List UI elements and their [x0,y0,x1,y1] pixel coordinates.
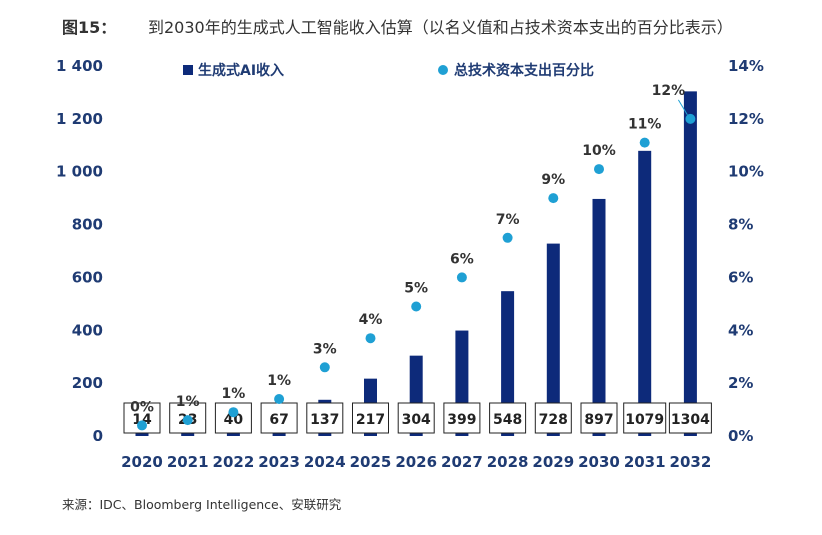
percent-dot [639,137,650,148]
bar-value-label: 1304 [671,412,710,428]
value-label-box [214,402,252,434]
percent-label: 3% [313,341,337,357]
percent-dot [548,193,559,204]
percent-dot [228,407,239,418]
value-label-box [260,402,298,434]
x-tick-label: 2023 [258,453,300,471]
legend-dot-swatch [438,65,448,75]
x-tick-label: 2032 [670,453,712,471]
value-label-box [306,402,344,434]
bar-value-label: 399 [447,412,476,428]
left-tick-label: 400 [72,321,103,339]
value-label-boxes: 1423406713721730439954872889710791304 [123,402,712,434]
chart-title: 到2030年的生成式人工智能收入估算（以名义值和占技术资本支出的百分比表示） [148,18,733,37]
value-label-box [580,402,618,434]
percent-label: 1% [176,394,200,410]
bar [135,432,149,436]
percent-label: 10% [582,143,616,159]
x-axis: 2020 2021 2022 2023 2024 2025 2026 2027 2028 2029… [121,453,711,471]
right-tick-label: 6% [728,268,753,286]
right-tick-label: 14% [728,57,764,75]
left-tick-label: 1 000 [56,163,103,181]
bar-value-label: 217 [356,412,385,428]
legend-bar-swatch [183,65,193,75]
x-tick-label: 2030 [578,453,620,471]
left-tick-label: 600 [72,268,103,286]
bar-value-label: 40 [224,412,244,428]
left-tick-label: 1 200 [56,110,103,128]
percent-dot [594,164,604,175]
bar [592,198,606,436]
left-tick-label: 200 [72,374,103,392]
leader-line [677,99,688,116]
percent-dot [502,232,513,243]
x-tick-label: 2031 [624,453,666,471]
value-label-box [668,402,712,434]
right-tick-label: 2% [728,374,753,392]
percent-dot [319,362,330,373]
percent-series: 0% 1% 1% 1% 3% 4% 5% 6% 7% 9% 10% 11% 12% [130,83,696,431]
value-label-box [623,402,667,434]
x-tick-label: 2020 [121,453,163,471]
bar-value-label: 304 [402,412,431,428]
percent-label: 1% [267,373,291,389]
percent-label: 4% [359,312,383,328]
percent-label: 11% [628,117,662,133]
value-label-box [443,402,481,434]
bar-value-label: 728 [539,412,568,428]
bar-value-label: 548 [493,412,522,428]
bar-value-label: 897 [584,412,613,428]
percent-label: 7% [496,212,520,228]
bar [501,291,515,436]
percent-label: 1% [222,386,246,402]
legend-bar-label: 生成式AI收入 [198,62,284,79]
bar [546,243,560,436]
percent-dot [274,394,285,404]
bar-value-label: 67 [269,412,288,428]
x-tick-label: 2027 [441,453,483,471]
percent-dot [365,333,376,344]
value-label-box [397,402,435,434]
x-tick-label: 2029 [532,453,574,471]
right-tick-label: 4% [728,321,753,339]
right-tick-label: 12% [728,110,764,128]
percent-label: 0% [130,399,154,415]
value-label-box [489,402,527,434]
percent-label: 9% [541,172,565,188]
bar [638,150,652,437]
percent-dot [137,420,147,431]
left-tick-label: 800 [72,216,103,234]
percent-label: 12% [652,83,686,99]
x-tick-label: 2028 [487,453,529,471]
right-axis: 0% 2% 4% 6% 8% 10% 12% 14% [728,57,764,445]
bar-value-label: 1079 [625,412,664,428]
right-tick-label: 8% [728,216,753,234]
x-tick-label: 2024 [304,453,346,471]
legend-dot-label: 总技术资本支出百分比 [454,62,594,79]
left-axis: 0 200 400 600 800 1 000 1 200 1 400 [56,57,103,445]
x-tick-label: 2022 [213,453,255,471]
source-note: 来源：IDC、Bloomberg Intelligence、安联研究 [62,497,342,512]
right-tick-label: 10% [728,163,764,181]
left-tick-label: 1 400 [56,57,103,75]
right-tick-label: 0% [728,427,753,445]
percent-dot [685,113,696,124]
figure-label: 图15： [62,18,117,37]
x-tick-label: 2025 [350,453,392,471]
left-tick-label: 0 [93,427,103,445]
bar-value-label: 137 [310,412,339,428]
x-tick-label: 2026 [395,453,437,471]
percent-dot [182,415,193,426]
legend: 生成式AI收入 总技术资本支出百分比 [183,62,594,79]
percent-label: 5% [404,281,428,297]
percent-dot [411,301,422,312]
value-label-box [534,402,572,434]
percent-dot [456,272,467,283]
percent-label: 6% [450,251,474,267]
bar [683,91,697,436]
x-tick-label: 2021 [167,453,209,471]
bar-value-label: 14 [132,412,152,428]
value-label-box [352,402,389,434]
